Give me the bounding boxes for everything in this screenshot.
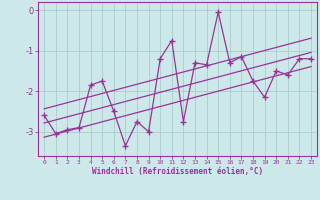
- X-axis label: Windchill (Refroidissement éolien,°C): Windchill (Refroidissement éolien,°C): [92, 167, 263, 176]
